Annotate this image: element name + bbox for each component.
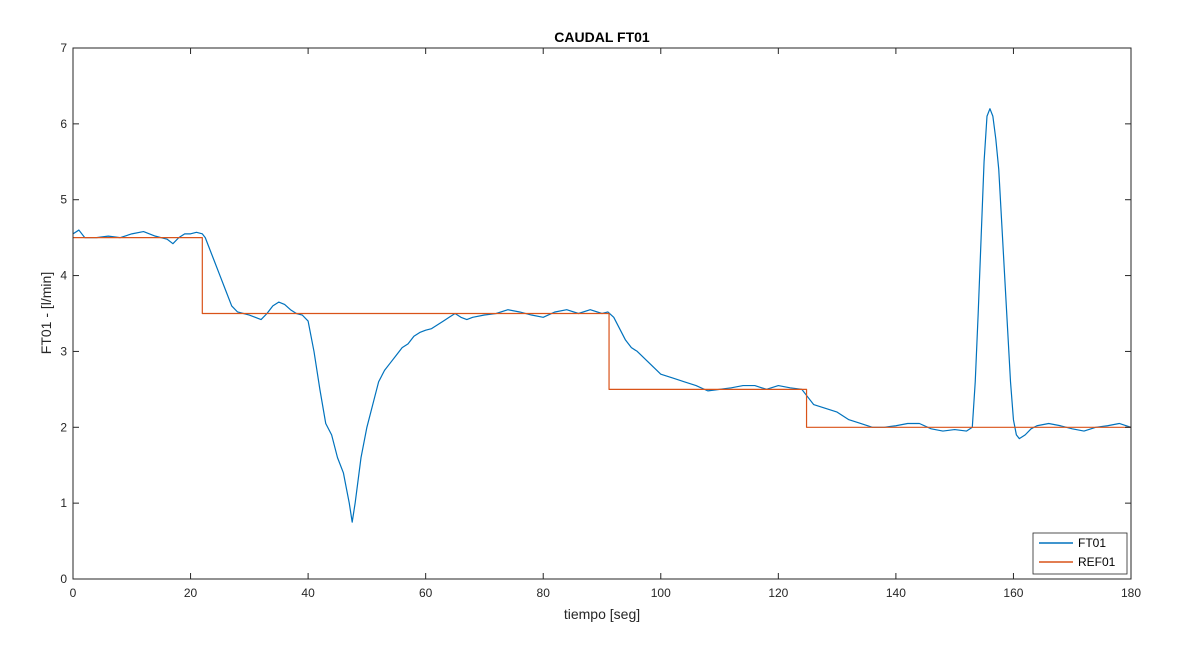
axes-box xyxy=(72,47,1132,580)
y-tick-label: 7 xyxy=(60,41,67,55)
legend-label-ref01: REF01 xyxy=(1078,555,1116,569)
legend-box xyxy=(1032,532,1128,575)
x-tick-label: 160 xyxy=(1003,586,1023,600)
y-tick-label: 4 xyxy=(60,269,67,283)
legend: FT01 REF01 xyxy=(1032,532,1128,575)
x-axis-label: tiempo [seg] xyxy=(564,606,640,622)
x-tick-label: 80 xyxy=(537,586,551,600)
x-tick-label: 20 xyxy=(184,586,198,600)
y-tick-label: 5 xyxy=(60,193,67,207)
y-tick-label: 6 xyxy=(60,117,67,131)
x-tick-label: 40 xyxy=(301,586,315,600)
x-axis: 0 20 40 60 80 100 120 140 160 180 xyxy=(70,48,1141,600)
x-tick-label: 180 xyxy=(1121,586,1141,600)
chart-title: CAUDAL FT01 xyxy=(554,29,650,45)
series-layer xyxy=(72,108,1132,523)
y-tick-label: 0 xyxy=(60,572,67,586)
y-tick-label: 1 xyxy=(60,496,67,510)
x-tick-label: 0 xyxy=(70,586,77,600)
x-tick-label: 60 xyxy=(419,586,433,600)
y-axis-label: FT01 - [l/min] xyxy=(38,272,54,354)
y-tick-label: 3 xyxy=(60,344,67,358)
y-tick-label: 2 xyxy=(60,420,67,434)
x-tick-label: 120 xyxy=(768,586,788,600)
series-line-ref01 xyxy=(73,237,1131,428)
y-axis: 0 1 2 3 4 5 6 7 xyxy=(60,41,1131,586)
legend-label-ft01: FT01 xyxy=(1078,536,1106,550)
x-tick-label: 140 xyxy=(886,586,906,600)
x-tick-label: 100 xyxy=(651,586,671,600)
